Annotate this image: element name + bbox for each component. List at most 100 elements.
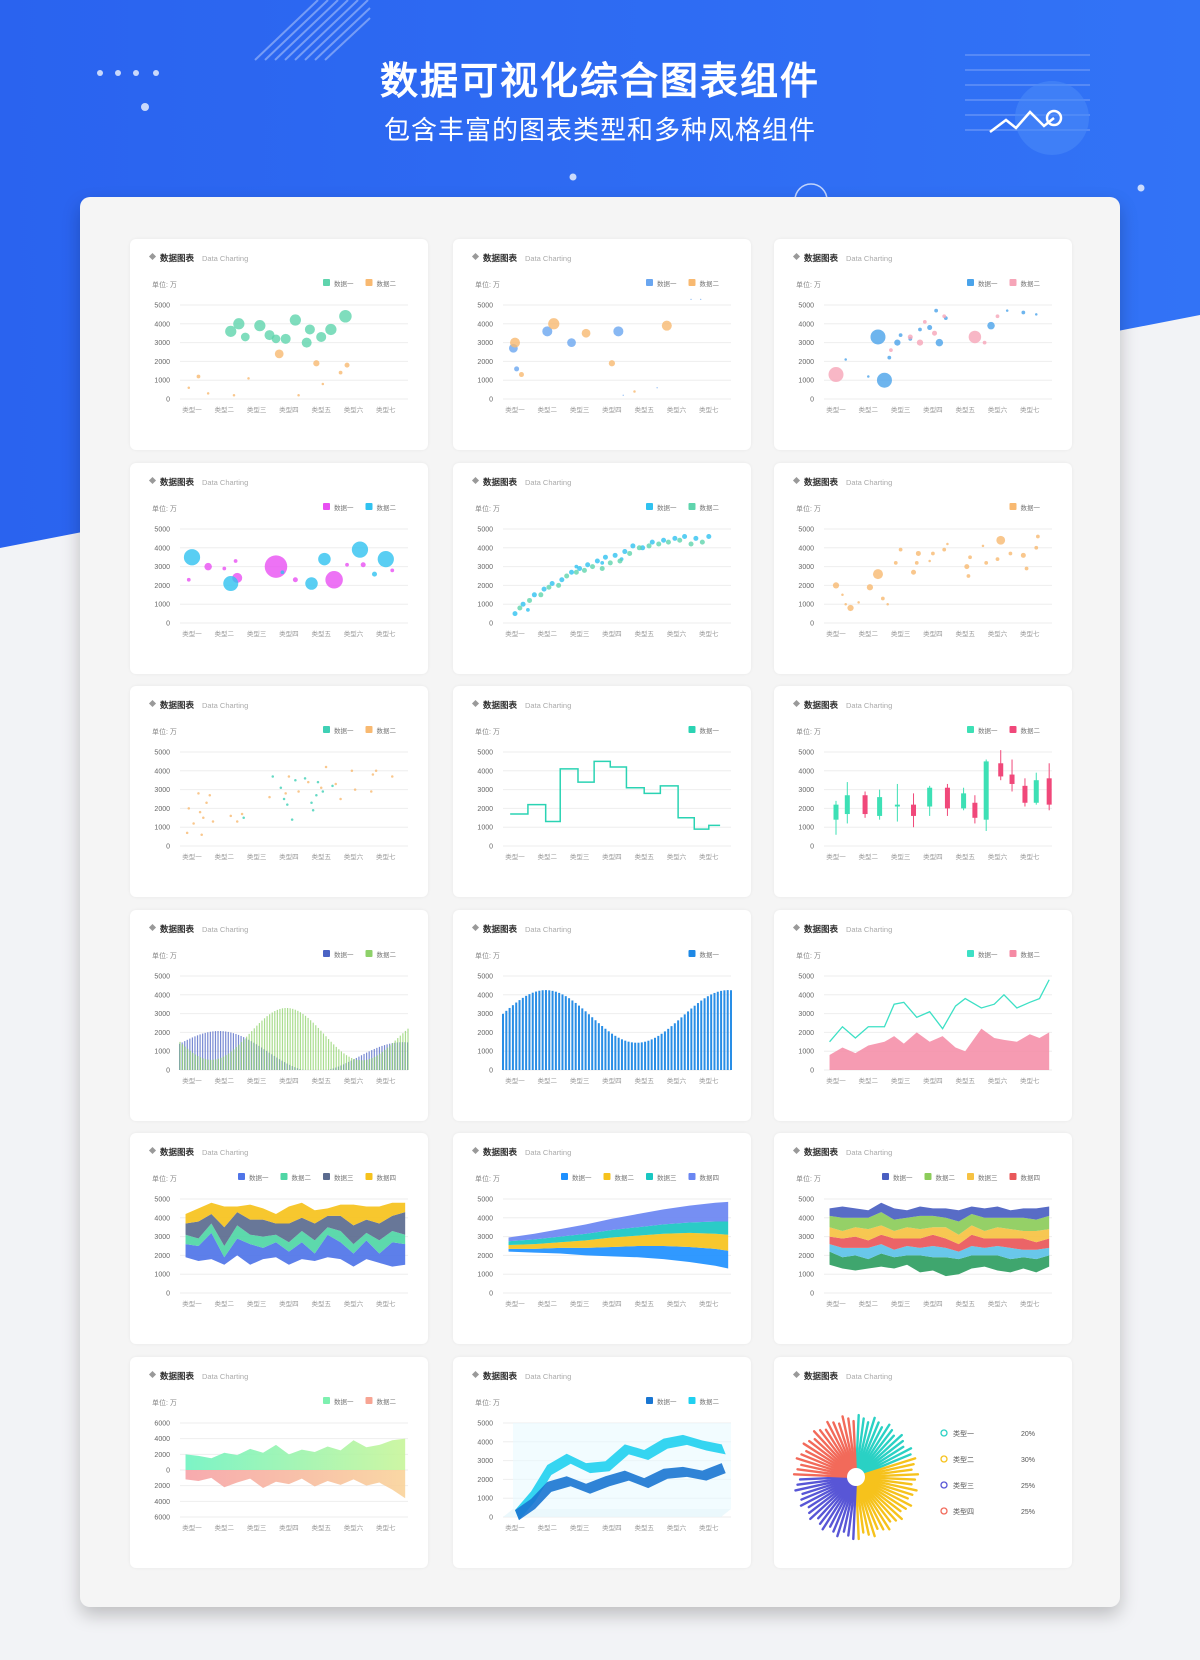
x-tick-label: 类型四 — [602, 1523, 622, 1532]
wave-bar — [194, 1036, 196, 1070]
scatter-point — [233, 559, 238, 563]
unit-label: 单位: 万 — [475, 1398, 500, 1407]
legend-swatch — [967, 279, 974, 286]
scatter-point — [942, 314, 947, 319]
scatter-point — [374, 769, 378, 773]
candle-body — [862, 795, 868, 815]
wave-bar — [251, 1031, 253, 1070]
x-tick-label: 类型四 — [923, 629, 943, 638]
scatter-point — [607, 560, 613, 566]
scatter-point — [377, 550, 394, 568]
card-title: 数据图表 — [483, 477, 518, 487]
x-tick-label: 类型五 — [634, 629, 654, 638]
wave-bar — [209, 1031, 211, 1070]
wave-bar — [660, 1033, 663, 1070]
x-tick-label: 类型二 — [215, 629, 235, 638]
title-diamond-icon — [148, 476, 157, 485]
y-tick-label: 0 — [489, 844, 493, 851]
x-tick-label: 类型一 — [182, 1076, 202, 1085]
wave-bar — [187, 1048, 189, 1070]
wave-bar — [528, 994, 531, 1070]
chart-svg: 数据图表 Data Charting 单位: 万 0 1000 2000 3000 4000 5… — [471, 1146, 731, 1308]
wave-bar — [276, 1009, 278, 1070]
scatter-point — [914, 560, 919, 565]
scatter-point — [602, 554, 608, 560]
pie-spoke — [857, 1483, 879, 1530]
pie-spoke — [794, 1477, 850, 1492]
wave-bar — [197, 1056, 199, 1070]
legend-label: 数据三 — [334, 1173, 354, 1182]
legend-swatch — [646, 1397, 653, 1404]
card-title: 数据图表 — [804, 700, 839, 710]
scatter-point — [700, 298, 702, 300]
y-tick-label: 1000 — [477, 1049, 493, 1056]
pie-spoke — [862, 1453, 912, 1476]
card-title: 数据图表 — [483, 924, 518, 934]
title-diamond-icon — [148, 699, 157, 708]
scatter-point — [1036, 534, 1040, 539]
y-tick-label: 1000 — [477, 378, 493, 385]
pie-spoke — [792, 1473, 850, 1478]
y-tick-label: 4000 — [798, 768, 814, 775]
pie-legend-marker — [940, 1507, 948, 1515]
y-tick-label: 5000 — [798, 303, 814, 310]
pie-spoke — [796, 1476, 850, 1486]
scatter-point — [581, 328, 591, 338]
x-tick-label: 类型五 — [955, 405, 975, 414]
y-tick-label: 0 — [489, 1291, 493, 1298]
wave-bar — [389, 1045, 391, 1070]
y-tick-label: 1000 — [154, 602, 170, 609]
scatter-point — [569, 569, 575, 575]
scatter-point — [242, 816, 245, 820]
chart-card-2: 数据图表 Data Charting 单位: 万 0 1000 2000 3000 4000 5… — [453, 239, 751, 450]
y-tick-label: 5000 — [154, 1197, 170, 1204]
candle-body — [844, 795, 850, 815]
legend-swatch — [238, 1173, 245, 1180]
y-tick-label: 5000 — [477, 750, 493, 757]
wave-bar — [720, 990, 723, 1070]
scatter-point — [935, 338, 944, 347]
pie-spoke — [862, 1473, 920, 1478]
x-tick-label: 类型四 — [602, 852, 622, 861]
wave-bar — [199, 1057, 202, 1070]
scatter-point — [931, 551, 935, 556]
scatter-point — [564, 573, 570, 579]
wave-bar — [611, 1033, 614, 1070]
card-title: 数据图表 — [483, 1147, 518, 1157]
x-tick-label: 类型七 — [699, 629, 719, 638]
y-tick-label: 0 — [166, 621, 170, 628]
wave-bar — [515, 1002, 518, 1070]
scatter-point — [531, 592, 537, 598]
scatter-point — [876, 372, 892, 388]
x-tick-label: 类型七 — [376, 629, 396, 638]
chart-card-11: 数据图表 Data Charting 单位: 万 0 1000 2000 3000 4000 5… — [453, 910, 751, 1121]
x-tick-label: 类型五 — [634, 1523, 654, 1532]
wave-bar — [604, 1028, 607, 1070]
scatter-point — [636, 545, 642, 551]
chart-card-4: 数据图表 Data Charting 单位: 万 0 1000 2000 3000 4000 5… — [130, 463, 428, 674]
scatter-point — [549, 581, 555, 587]
x-tick-label: 类型七 — [699, 1076, 719, 1085]
pie-spoke — [862, 1478, 914, 1496]
scatter-point — [233, 318, 245, 330]
chart-svg: 数据图表 Data Charting 单位: 万 0 1000 2000 3000 4000 5… — [471, 1370, 731, 1532]
pie-legend-marker — [940, 1481, 948, 1489]
x-tick-label: 类型二 — [215, 852, 235, 861]
scatter-point — [656, 541, 662, 547]
x-tick-label: 类型三 — [891, 405, 911, 414]
wave-bar — [644, 1041, 647, 1070]
card-title: 数据图表 — [804, 1371, 839, 1381]
y-tick-label: 1000 — [798, 825, 814, 832]
wave-bar — [202, 1033, 204, 1070]
title-diamond-icon — [792, 699, 801, 708]
legend-swatch — [1009, 1173, 1017, 1180]
pie-spoke — [821, 1482, 853, 1531]
scatter-point — [600, 560, 605, 565]
wave-bar — [376, 1055, 378, 1070]
card-title: 数据图表 — [160, 1147, 195, 1157]
scatter-point — [185, 831, 189, 835]
y-tick-label: 2000 — [154, 806, 170, 813]
candle-body — [1046, 778, 1052, 805]
scatter-point — [345, 562, 349, 567]
wave-bar — [192, 1052, 194, 1070]
